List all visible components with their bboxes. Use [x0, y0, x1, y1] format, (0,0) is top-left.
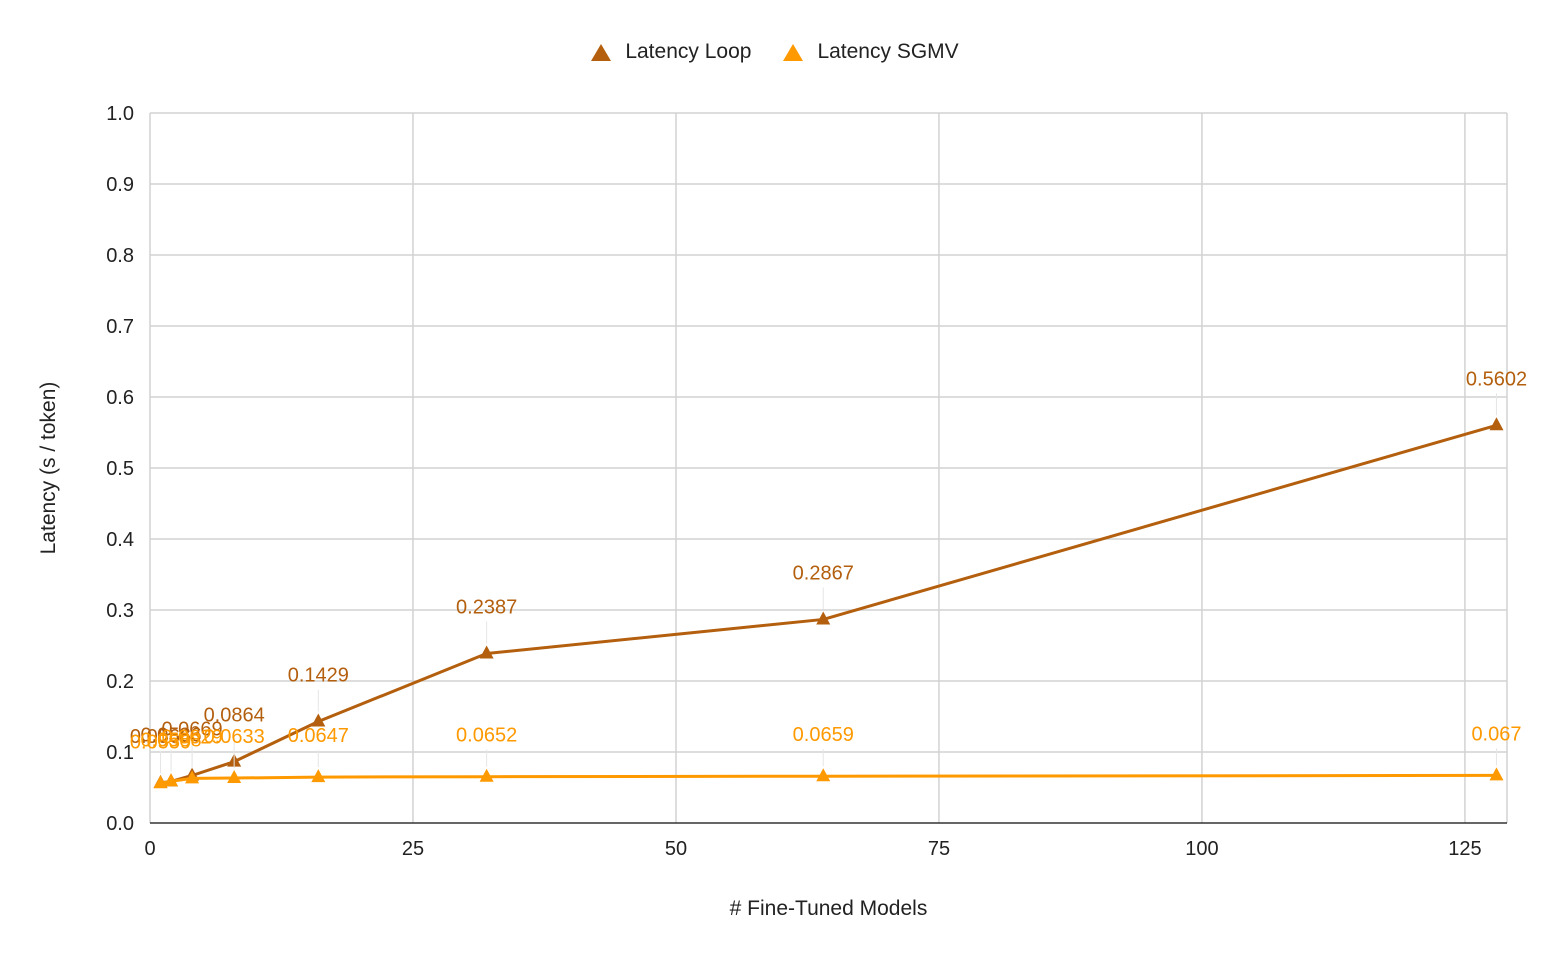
x-axis-title: # Fine-Tuned Models [730, 897, 928, 920]
data-label: 0.0647 [288, 725, 349, 747]
y-tick-label: 0.8 [106, 245, 134, 267]
legend-loop-triangle-icon [591, 43, 612, 61]
y-tick-label: 0.0 [106, 813, 134, 835]
data-point [164, 773, 179, 787]
y-tick-label: 1.0 [106, 103, 134, 125]
x-tick-label: 75 [928, 838, 950, 860]
data-label: 0.1429 [288, 665, 349, 687]
data-label: 0.0864 [204, 705, 265, 727]
data-point [479, 768, 494, 782]
legend-sgmv-triangle-icon [783, 43, 804, 61]
x-tick-label: 125 [1448, 838, 1481, 860]
data-label: 0.2867 [793, 562, 854, 584]
legend-item-sgmv[interactable]: Latency SGMV [783, 40, 959, 64]
legend-item-loop[interactable]: Latency Loop [591, 40, 751, 64]
data-label: 0.0669 [161, 719, 222, 741]
legend: Latency Loop Latency SGMV [0, 40, 1550, 64]
data-label: 0.5602 [1466, 368, 1527, 390]
data-point [185, 770, 200, 784]
data-label: 0.0588 [140, 729, 201, 751]
y-tick-label: 0.4 [106, 529, 134, 551]
x-tick-label: 50 [665, 838, 687, 860]
data-point [153, 775, 168, 789]
data-label: 0.0566 [130, 726, 191, 748]
data-point [227, 770, 242, 784]
data-label: 0.0559 [130, 731, 191, 753]
data-point [311, 713, 326, 727]
y-tick-label: 0.9 [106, 174, 134, 196]
y-tick-label: 0.2 [106, 671, 134, 693]
y-tick-label: 0.1 [106, 742, 134, 764]
data-label: 0.0633 [204, 726, 265, 748]
grid [149, 112, 1508, 823]
data-point [1489, 767, 1504, 781]
data-label: 0.0586 [140, 724, 201, 746]
x-tick-label: 100 [1185, 838, 1218, 860]
legend-label-loop: Latency Loop [625, 40, 752, 63]
data-label: 0.0629 [161, 726, 222, 748]
y-tick-label: 0.7 [106, 316, 134, 338]
data-label: 0.2387 [456, 597, 517, 619]
data-point [816, 768, 831, 782]
data-label: 0.067 [1471, 723, 1521, 745]
x-axis-ticks: 0 25 50 75 100 125 [144, 838, 1481, 860]
data-point [1489, 417, 1504, 431]
y-axis-ticks: 0.0 0.1 0.2 0.3 0.4 0.5 0.6 0.7 0.8 0.9 1.0 [106, 103, 134, 835]
y-tick-label: 0.5 [106, 458, 134, 480]
x-tick-label: 0 [144, 838, 155, 860]
y-axis-title: Latency (s / token) [37, 382, 60, 555]
data-point [479, 645, 494, 659]
legend-label-sgmv: Latency SGMV [817, 40, 959, 63]
data-label: 0.0652 [456, 725, 517, 747]
x-tick-label: 25 [402, 838, 424, 860]
data-point [311, 769, 326, 783]
y-tick-label: 0.3 [106, 600, 134, 622]
data-label: 0.0659 [793, 724, 854, 746]
data-point [816, 611, 831, 625]
y-tick-label: 0.6 [106, 387, 134, 409]
